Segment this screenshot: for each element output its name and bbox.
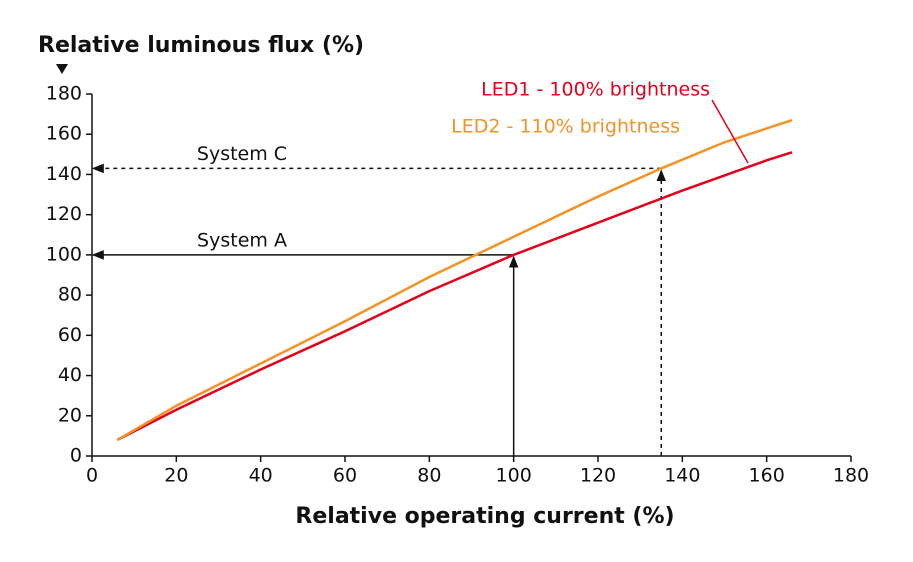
y-tick-label: 140 <box>46 163 82 185</box>
y-tick-label: 80 <box>58 284 82 306</box>
x-tick-label: 100 <box>496 465 532 487</box>
legend-leader <box>711 99 749 164</box>
y-axis-marker <box>56 64 68 74</box>
x-tick-label: 80 <box>417 465 441 487</box>
x-tick-label: 120 <box>580 465 616 487</box>
series-line <box>116 118 793 441</box>
annotation-label: System C <box>197 143 287 165</box>
x-axis-title: Relative operating current (%) <box>295 504 674 529</box>
y-axis-title: Relative luminous flux (%) <box>38 33 364 58</box>
annotation-label: System A <box>197 229 287 251</box>
y-tick-label: 40 <box>58 364 82 386</box>
x-tick-label: 40 <box>249 465 273 487</box>
y-tick-label: 20 <box>58 404 82 426</box>
x-tick-label: 20 <box>164 465 188 487</box>
legend-label: LED2 - 110% brightness <box>451 116 680 138</box>
x-tick-label: 140 <box>664 465 700 487</box>
legend-label: LED1 - 100% brightness <box>481 79 710 101</box>
y-tick-label: 120 <box>46 203 82 225</box>
y-tick-label: 0 <box>70 445 82 467</box>
x-tick-label: 60 <box>333 465 357 487</box>
y-tick-label: 160 <box>46 123 82 145</box>
x-tick-label: 0 <box>86 465 98 487</box>
x-tick-label: 180 <box>833 465 869 487</box>
y-tick-label: 100 <box>46 243 82 265</box>
y-tick-label: 60 <box>58 324 82 346</box>
series-line <box>116 151 793 442</box>
x-tick-label: 160 <box>749 465 785 487</box>
y-tick-label: 180 <box>46 83 82 105</box>
